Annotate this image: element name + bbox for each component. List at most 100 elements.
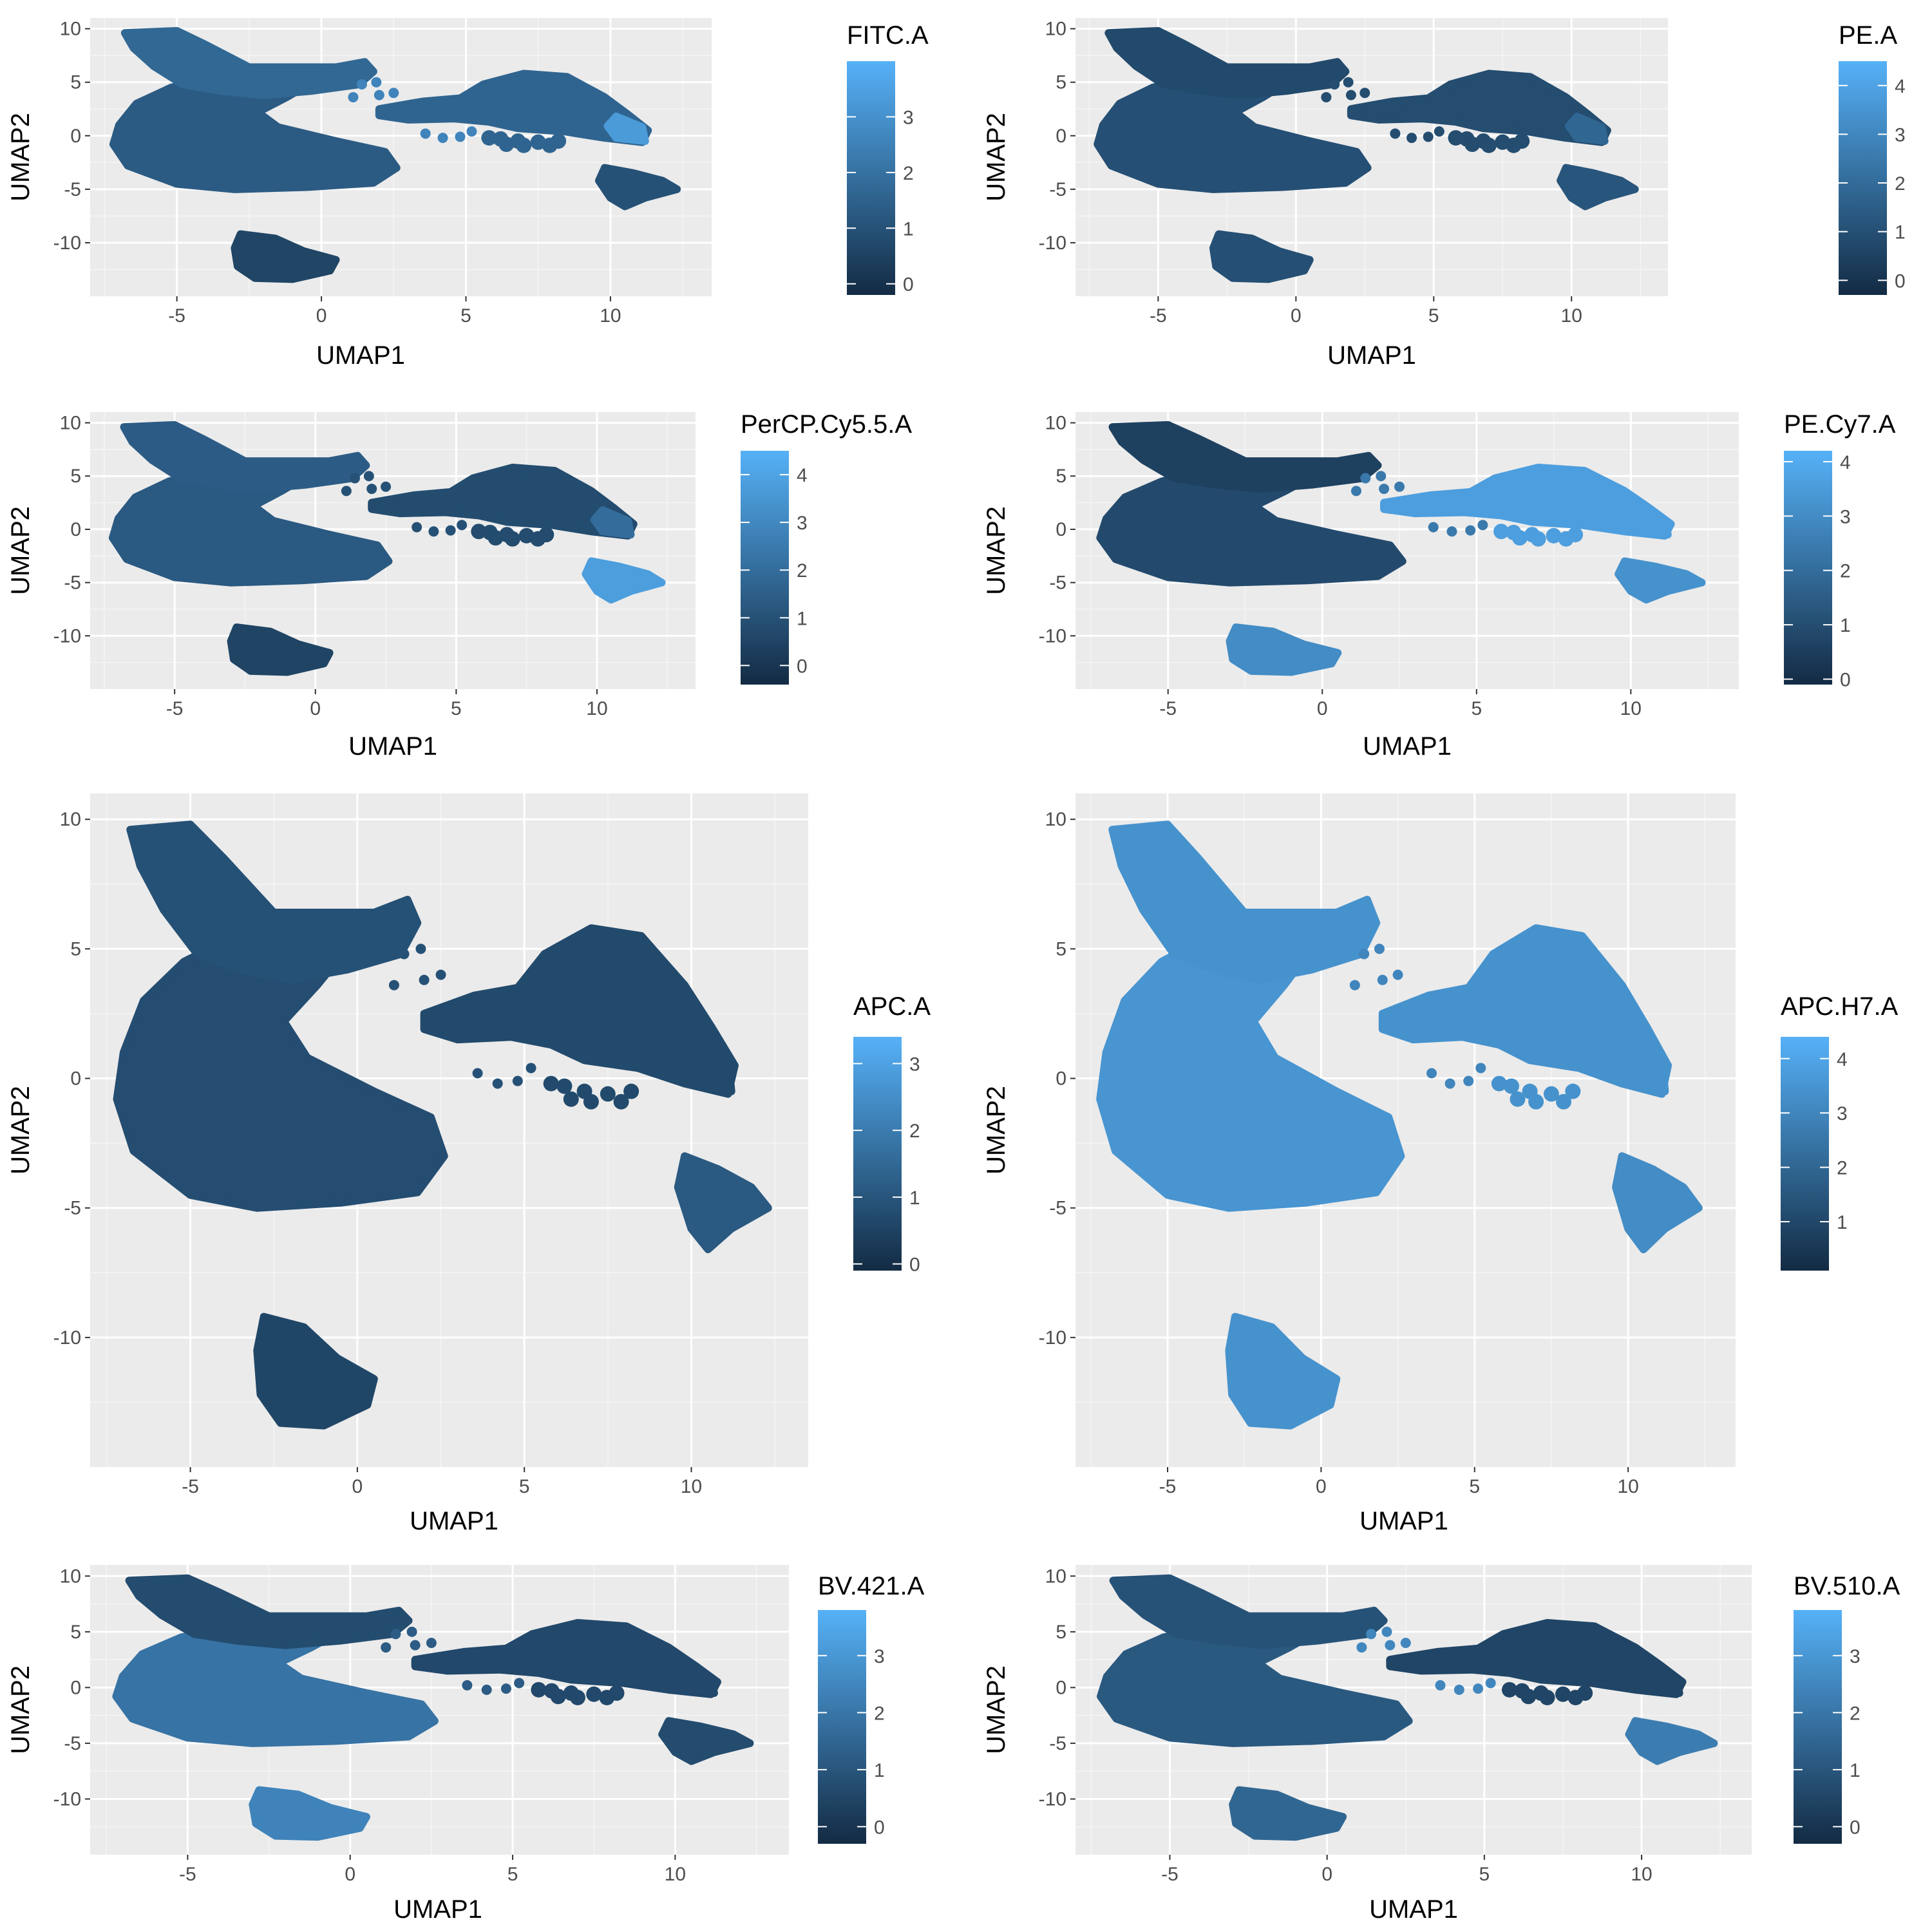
cluster-right-body-tip xyxy=(1624,506,1672,539)
scatter-point xyxy=(1477,520,1488,531)
cluster-bottom xyxy=(1226,623,1342,676)
y-tick-label: 5 xyxy=(70,938,81,960)
x-tick-label: 5 xyxy=(1471,698,1482,719)
cluster-right-body-tip xyxy=(590,506,635,539)
colorbar-tick-label: 1 xyxy=(1895,222,1906,243)
x-tick-label: 0 xyxy=(1321,1864,1332,1885)
scatter-point xyxy=(371,77,382,88)
scatter-point xyxy=(1475,1063,1486,1074)
colorbar-tick-label: 4 xyxy=(1837,1049,1848,1070)
colorbar xyxy=(818,1610,866,1844)
colorbar-tick-label: 4 xyxy=(797,465,808,486)
x-tick-label: 5 xyxy=(519,1476,530,1497)
x-tick-label: 10 xyxy=(1561,305,1582,327)
cluster-point xyxy=(531,1681,547,1698)
scatter-point xyxy=(1392,969,1403,980)
cluster-point xyxy=(1530,531,1546,547)
y-tick-label: -10 xyxy=(53,232,81,254)
y-axis-label: UMAP2 xyxy=(982,113,1010,202)
x-tick-label: 10 xyxy=(600,305,621,327)
colorbar xyxy=(1784,451,1832,685)
x-tick-label: 0 xyxy=(352,1476,363,1497)
y-tick-label: 5 xyxy=(70,72,81,93)
scatter-point xyxy=(381,481,392,492)
cluster-bottom xyxy=(1225,1312,1341,1430)
x-tick-label: 5 xyxy=(1479,1864,1490,1885)
x-tick-label: 5 xyxy=(1428,305,1439,327)
y-tick-label: -5 xyxy=(64,573,81,594)
scatter-point xyxy=(1343,77,1354,88)
legend-title: APC.H7.A xyxy=(1781,992,1899,1021)
cluster-point xyxy=(550,1689,566,1705)
umap-panel-bv-421-a: -5 0 5 10 10 5 0 -5 -10 UMAP1 UMAP2 BV.421.A 0 1 2 3 xyxy=(6,1565,925,1924)
colorbar-tick-label: 2 xyxy=(1850,1703,1861,1724)
y-tick-label: -5 xyxy=(1049,179,1066,200)
cluster-right-body-tip xyxy=(668,1663,718,1698)
x-tick-label: 0 xyxy=(316,305,327,327)
scatter-point xyxy=(1446,526,1457,537)
scatter-point xyxy=(1359,88,1370,99)
y-tick-label: 10 xyxy=(60,413,81,434)
cluster-small-right xyxy=(594,164,681,211)
legend-title: APC.A xyxy=(853,992,931,1021)
scatter-point xyxy=(457,520,468,531)
scatter-point xyxy=(420,128,431,139)
scatter-point xyxy=(412,522,422,533)
cluster-point xyxy=(583,1094,599,1110)
cluster-point xyxy=(498,137,515,153)
colorbar xyxy=(847,61,895,295)
scatter-point xyxy=(1426,1068,1437,1079)
scatter-point xyxy=(1329,79,1340,90)
y-tick-label: 0 xyxy=(70,519,81,540)
y-axis-label: UMAP2 xyxy=(6,506,35,595)
scatter-point xyxy=(1356,1642,1367,1653)
x-tick-label: -5 xyxy=(179,1864,196,1885)
x-tick-label: 10 xyxy=(1631,1864,1652,1885)
colorbar-tick-label: 1 xyxy=(909,1188,920,1209)
scatter-point xyxy=(1379,484,1390,495)
cluster-point xyxy=(543,1075,559,1092)
scatter-point xyxy=(1454,1684,1464,1695)
umap-panel-pe-a: -5 0 5 10 10 5 0 -5 -10 UMAP1 UMAP2 PE.A 0 1 2 3 4 xyxy=(982,18,1906,370)
y-tick-label: -10 xyxy=(1039,1788,1066,1810)
scatter-point xyxy=(500,1683,511,1694)
cluster-point xyxy=(1506,137,1522,153)
cluster-point xyxy=(504,531,520,547)
scatter-point xyxy=(1376,471,1387,482)
y-tick-label: 0 xyxy=(1056,519,1066,540)
umap-panel-percp-cy5-5-a: -5 0 5 10 10 5 0 -5 -10 UMAP1 UMAP2 PerCP.Cy5.5.A 0 1… xyxy=(6,410,912,761)
x-tick-label: 0 xyxy=(310,698,321,719)
scatter-point xyxy=(481,1684,492,1695)
umap-panel-apc-a: -5 0 5 10 10 5 0 -5 -10 UMAP1 UMAP2 APC.A 0 1 2 3 xyxy=(6,793,931,1535)
scatter-point xyxy=(492,1078,503,1089)
cluster-right-body-tip xyxy=(684,1028,735,1095)
cluster-point xyxy=(1543,1086,1559,1102)
colorbar-tick-label: 3 xyxy=(1840,506,1851,527)
y-tick-label: 10 xyxy=(60,1566,81,1587)
scatter-point xyxy=(1374,943,1385,954)
x-tick-label: -5 xyxy=(1150,305,1167,327)
colorbar-tick-label: 1 xyxy=(903,218,914,240)
x-tick-label: 5 xyxy=(1469,1476,1480,1497)
scatter-point xyxy=(1463,1075,1474,1086)
colorbar xyxy=(741,451,789,685)
x-axis-label: UMAP1 xyxy=(316,341,405,370)
cluster-small-right xyxy=(1612,1152,1703,1254)
y-tick-label: -5 xyxy=(64,1733,81,1754)
y-tick-label: 5 xyxy=(1056,72,1066,93)
cluster-right-body-tip xyxy=(1621,1028,1669,1095)
scatter-point xyxy=(426,1638,437,1649)
cluster-point xyxy=(1464,137,1481,153)
y-tick-label: -5 xyxy=(64,179,81,200)
scatter-point xyxy=(435,969,446,980)
colorbar-tick-label: 2 xyxy=(1837,1158,1848,1179)
cluster-point xyxy=(1511,530,1528,546)
y-tick-label: -10 xyxy=(1039,232,1066,254)
scatter-point xyxy=(1428,522,1439,533)
scatter-point xyxy=(363,471,374,482)
colorbar-tick-label: 1 xyxy=(1837,1212,1848,1233)
scatter-point xyxy=(514,1678,525,1689)
cluster-point xyxy=(542,137,558,153)
y-tick-label: 10 xyxy=(1045,413,1066,434)
x-tick-label: -5 xyxy=(166,698,184,719)
